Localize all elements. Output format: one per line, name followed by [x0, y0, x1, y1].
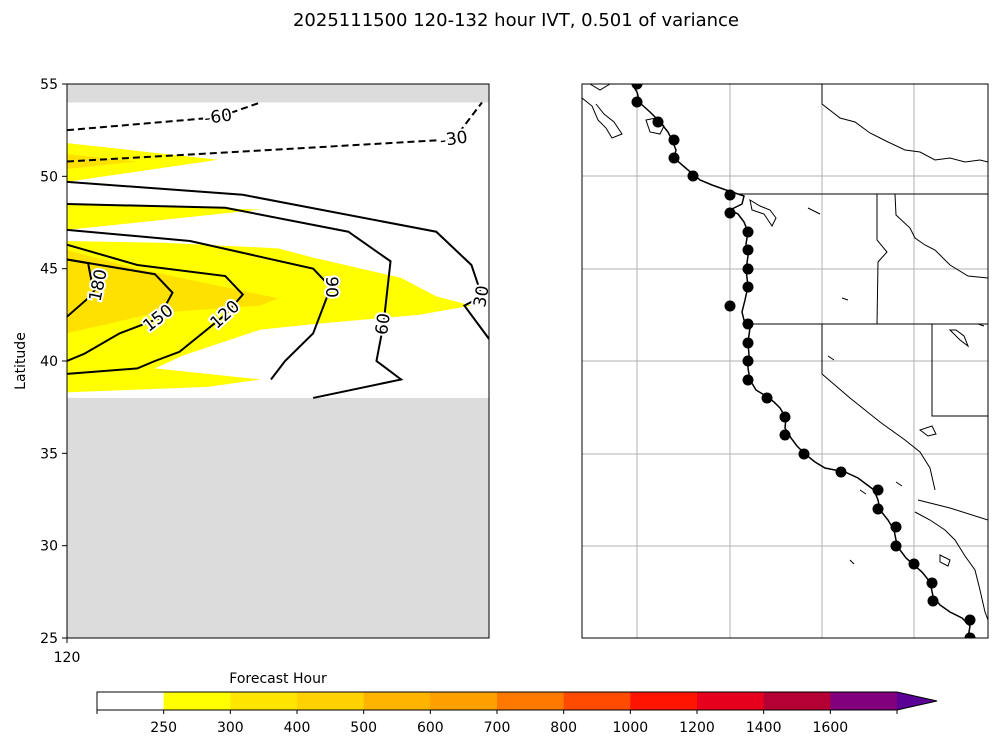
contour-60: [67, 203, 404, 399]
colorbar-tick-label-1000: 1000: [613, 720, 649, 736]
x-tick-label-120: 120: [54, 650, 81, 666]
colorbar-segment-4: [363, 692, 431, 710]
contour--30: [67, 101, 483, 163]
colorbar-segment-9: [697, 692, 765, 710]
station-point: [742, 244, 754, 256]
station-point: [908, 558, 920, 570]
y-tick-label-30: 30: [40, 539, 58, 555]
ivt-fill-region-4: [67, 154, 138, 169]
station-point: [724, 207, 736, 219]
contour-label--60: -60: [203, 105, 233, 129]
colorbar-segment-7: [563, 692, 631, 710]
station-point: [890, 540, 902, 552]
contour-90: [67, 228, 332, 381]
colorbar-outline: [96, 691, 938, 711]
y-axis-label: Latitude: [13, 332, 29, 390]
colorbar-tick-label-700: 700: [484, 720, 511, 736]
station-point: [724, 189, 736, 201]
coastline-islands: [582, 84, 988, 621]
colorbar-tick-label-400: 400: [284, 720, 311, 736]
contour-label-90: 90: [321, 276, 341, 298]
y-tick-label-50: 50: [40, 169, 58, 185]
station-point: [964, 632, 976, 638]
colorbar-segment-1: [163, 692, 231, 710]
y-axis: 25 30 35 40 45 50 55: [40, 77, 67, 647]
station-point: [652, 116, 664, 128]
contour-120: [67, 243, 245, 375]
missing-band-bottom: [67, 397, 489, 638]
colorbar-tick-label-1400: 1400: [746, 720, 782, 736]
contour-layer: [67, 101, 489, 399]
contour-label--30: -30: [439, 128, 469, 152]
ivt-fill-region-1: [67, 204, 261, 230]
station-point: [926, 577, 938, 589]
colorbar-tick-label-1200: 1200: [679, 720, 715, 736]
station-point: [631, 96, 643, 108]
colorbar-segment-8: [630, 692, 698, 710]
station-point: [835, 466, 847, 478]
ivt-fill-region-0: [67, 143, 219, 182]
colorbar-tick-label-250: 250: [150, 720, 177, 736]
y-tick-label-40: 40: [40, 354, 58, 370]
colorbar-tick-label-300: 300: [217, 720, 244, 736]
contour-label-30: 30: [470, 284, 493, 309]
station-point: [724, 300, 736, 312]
station-point: [872, 503, 884, 515]
station-point: [742, 226, 754, 238]
station-point: [890, 521, 902, 533]
x-axis: 120: [54, 638, 81, 666]
fill-legend-label: Forecast Hour: [229, 671, 327, 687]
contour-180: [67, 258, 101, 318]
station-point: [872, 484, 884, 496]
station-point: [779, 429, 791, 441]
station-point: [779, 411, 791, 423]
contour-150: [67, 258, 174, 362]
map-borders: [738, 84, 988, 521]
colorbar-ticks: 250 300 400 500 600 700 800 1000 1200 1400 1600: [96, 710, 898, 736]
station-point: [687, 170, 699, 182]
colorbar-segment-5: [430, 692, 498, 710]
station-point: [742, 355, 754, 367]
colorbar-tick-label-500: 500: [350, 720, 377, 736]
colorbar-segment-0: [97, 692, 165, 710]
station-point: [964, 614, 976, 626]
station-layer: [631, 84, 976, 638]
right-panel-map: [581, 83, 989, 639]
colorbar-extend-arrow: [897, 692, 937, 710]
y-tick-label-55: 55: [40, 77, 58, 93]
colorbar: 250 300 400 500 600 700 800 1000 1200 1400 1600: [96, 691, 938, 736]
colorbar-segment-2: [230, 692, 298, 710]
contour--60: [67, 101, 261, 132]
figure-title: 2025111500 120-132 hour IVT, 0.501 of va…: [293, 10, 739, 31]
y-tick-label-25: 25: [40, 631, 58, 647]
station-point: [742, 281, 754, 293]
colorbar-tick-label-1600: 1600: [813, 720, 849, 736]
colorbar-segment-11: [830, 692, 898, 710]
station-point: [668, 134, 680, 146]
station-point: [742, 374, 754, 386]
map-frame: [581, 83, 989, 639]
station-point: [742, 263, 754, 275]
colorbar-tick-label-800: 800: [550, 720, 577, 736]
contour-label-60: 60: [372, 312, 395, 336]
y-tick-label-45: 45: [40, 262, 58, 278]
colorbar-segment-10: [763, 692, 831, 710]
colorbar-segment-6: [497, 692, 565, 710]
missing-band-top: [67, 84, 489, 103]
station-point: [927, 595, 939, 607]
y-tick-label-35: 35: [40, 446, 58, 462]
station-point: [798, 448, 810, 460]
station-point: [742, 337, 754, 349]
contour-30: [67, 180, 489, 341]
colorbar-tick-label-600: 600: [417, 720, 444, 736]
station-point: [761, 392, 773, 404]
station-point: [668, 152, 680, 164]
station-point: [742, 318, 754, 330]
colorbar-segments: [96, 691, 938, 711]
colorbar-segment-3: [297, 692, 365, 710]
station-point: [631, 84, 643, 90]
